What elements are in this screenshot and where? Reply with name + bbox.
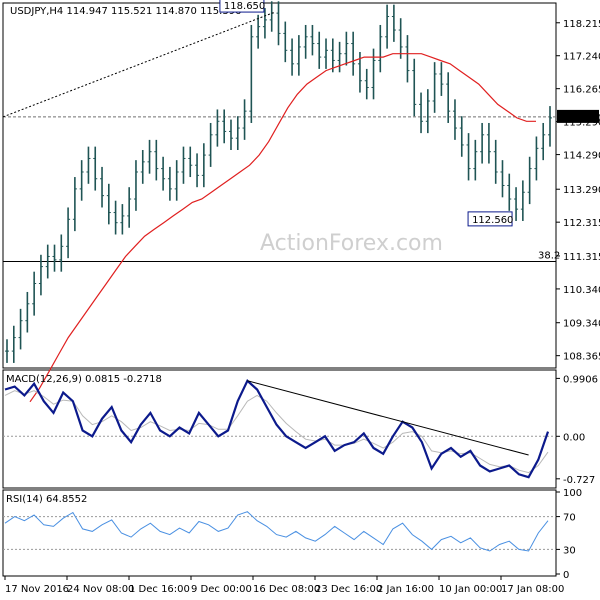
price-panel-frame — [2, 2, 557, 369]
current-price-label: 115.430 — [560, 113, 600, 124]
x-tick-label: 17 Jan 08:00 — [501, 584, 564, 595]
macd-label: MACD(12,26,9) 0.0815 -0.2718 — [6, 374, 162, 385]
price-tick-label: 110.340 — [563, 285, 600, 296]
x-tick-label: 16 Dec 08:00 — [253, 584, 320, 595]
macd-trend-line — [247, 380, 529, 456]
rsi-tick-label: 70 — [563, 513, 576, 524]
macd-line — [4, 378, 550, 479]
price-tick-label: 112.315 — [563, 218, 600, 229]
high-label: 118.650 — [224, 1, 265, 12]
macd-tick-label: -0.727 — [563, 475, 595, 486]
rsi-layer — [3, 511, 556, 552]
price-tick-label: 111.315 — [563, 252, 600, 263]
price-tick-label: 118.215 — [563, 19, 600, 30]
moving-average-line — [29, 53, 536, 403]
price-layer: 38.2 — [2, 1, 560, 403]
x-tick-label: 23 Dec 16:00 — [315, 584, 382, 595]
watermark: ActionForex.com — [260, 231, 443, 256]
rsi-line — [4, 511, 549, 552]
macd-axis: 0.9906 0.00 -0.727 — [556, 374, 598, 486]
fib-level-label: 38.2 — [538, 251, 560, 262]
price-tick-label: 114.290 — [563, 151, 600, 162]
x-tick-label: 24 Nov 08:00 — [67, 584, 134, 595]
price-tick-label: 116.265 — [563, 85, 600, 96]
x-tick-label: 17 Nov 2016 — [5, 584, 69, 595]
rsi-tick-label: 100 — [563, 488, 582, 499]
price-tick-label: 108.365 — [563, 352, 600, 363]
price-tick-label: 109.340 — [563, 319, 600, 330]
x-tick-label: 10 Jan 00:00 — [439, 584, 502, 595]
x-tick-label: 9 Dec 00:00 — [191, 584, 252, 595]
rsi-tick-label: 30 — [563, 545, 576, 556]
rsi-tick-label: 0 — [563, 570, 569, 581]
price-tick-label: 115.290 — [563, 118, 600, 129]
macd-tick-label: 0.9906 — [563, 374, 598, 385]
rsi-label: RSI(14) 64.8552 — [6, 494, 87, 505]
x-tick-label: 2 Jan 16:00 — [377, 584, 434, 595]
trend-line — [2, 11, 276, 118]
rsi-panel-frame — [2, 489, 557, 577]
macd-panel-frame — [2, 369, 557, 489]
current-price-box — [557, 109, 599, 123]
low-label-box — [467, 211, 513, 227]
high-label-box — [219, 0, 265, 13]
x-tick-label: 1 Dec 16:00 — [129, 584, 190, 595]
annotation-layer: 118.650 112.560 — [219, 0, 513, 227]
macd-layer — [3, 378, 556, 479]
price-tick-label: 113.290 — [563, 185, 600, 196]
macd-tick-label: 0.00 — [563, 432, 585, 443]
price-axis: 118.215 117.240 116.265 115.290 114.290 113.2… — [556, 19, 600, 363]
price-tick-label: 117.240 — [563, 52, 600, 63]
low-label: 112.560 — [472, 215, 513, 226]
rsi-axis: 100 70 30 0 — [556, 488, 582, 581]
chart-header: USDJPY,H4 114.947 115.521 114.870 115.39… — [10, 6, 241, 17]
